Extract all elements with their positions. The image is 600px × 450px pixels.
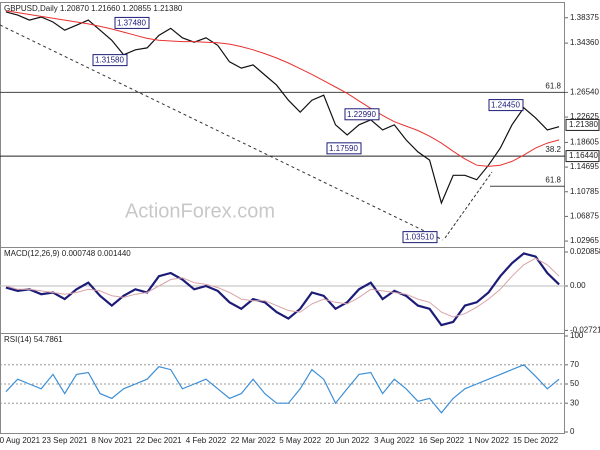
annotation-label: 1.24450 — [491, 101, 520, 110]
x-tick-label: 8 Nov 2021 — [91, 436, 132, 445]
rsi-title: RSI(14) 54.7861 — [4, 335, 63, 344]
x-tick-label: 22 Mar 2022 — [231, 436, 276, 445]
x-tick-label: 22 Dec 2021 — [136, 436, 182, 445]
annotation-box — [114, 16, 150, 29]
fib-label: 38.2 — [545, 145, 561, 154]
series-line — [5, 364, 560, 414]
fib-label: 61.8 — [545, 82, 561, 91]
x-tick-label: 5 May 2022 — [279, 436, 321, 445]
y-tick-label: 1.18605 — [570, 138, 599, 147]
price-title: GBPUSD,Daily 1.20870 1.21660 1.20855 1.2… — [4, 4, 183, 13]
price-box — [565, 118, 600, 131]
y-tick-label: 1.06875 — [570, 212, 599, 221]
y-tick-label: -0.027213 — [570, 325, 600, 334]
x-tick-label: 16 Sep 2022 — [419, 436, 465, 445]
annotation-label: 1.37480 — [117, 19, 146, 28]
price-label: 1.16440 — [569, 151, 598, 160]
series-line — [5, 252, 560, 327]
x-tick-label: 23 Sep 2021 — [42, 436, 88, 445]
y-tick-label: 100 — [570, 331, 584, 340]
x-tick-label: 3 Aug 2022 — [374, 436, 415, 445]
annotation-label: 1.22990 — [347, 110, 376, 119]
y-tick-label: 1.26540 — [570, 88, 599, 97]
annotation-box — [344, 108, 380, 121]
series-line — [5, 257, 560, 318]
series-line — [5, 10, 560, 167]
macd-title: MACD(12,26,9) 0.000748 0.001440 — [4, 249, 131, 258]
y-tick-label: 1.02965 — [570, 236, 599, 245]
annotation-label: 1.31580 — [95, 56, 124, 65]
annotation-box — [92, 54, 128, 67]
annotation-box — [326, 142, 362, 155]
watermark: ActionForex.com — [125, 200, 275, 222]
annotation-label: 1.17590 — [329, 144, 358, 153]
x-tick-label: 20 Jun 2022 — [325, 436, 370, 445]
y-tick-label: 0.00 — [570, 281, 586, 290]
y-tick-label: 1.14695 — [570, 162, 599, 171]
y-tick-label: 1.22625 — [570, 112, 599, 121]
price-label: 1.21380 — [569, 120, 598, 129]
annotation-box — [488, 99, 524, 112]
trend-line — [444, 171, 493, 239]
x-tick-label: 15 Dec 2022 — [513, 436, 559, 445]
annotation-box — [402, 231, 438, 244]
trend-line — [0, 24, 444, 241]
y-tick-label: 70 — [570, 360, 579, 369]
x-tick-label: 10 Aug 2021 — [0, 436, 41, 445]
series-line — [5, 11, 560, 205]
y-tick-label: 0.020858 — [570, 247, 600, 256]
y-tick-label: 1.10785 — [570, 187, 599, 196]
price-panel — [0, 2, 565, 248]
y-tick-label: 1.34360 — [570, 38, 599, 47]
price-box — [565, 150, 600, 163]
y-tick-label: 1.38375 — [570, 13, 599, 22]
annotation-label: 1.03510 — [405, 233, 434, 242]
y-tick-label: 50 — [570, 379, 579, 388]
y-tick-label: 30 — [570, 398, 579, 407]
x-tick-label: 4 Feb 2022 — [186, 436, 227, 445]
y-tick-label: 0 — [570, 427, 575, 436]
fib-label: 61.8 — [545, 175, 561, 184]
x-tick-label: 1 Nov 2022 — [468, 436, 509, 445]
